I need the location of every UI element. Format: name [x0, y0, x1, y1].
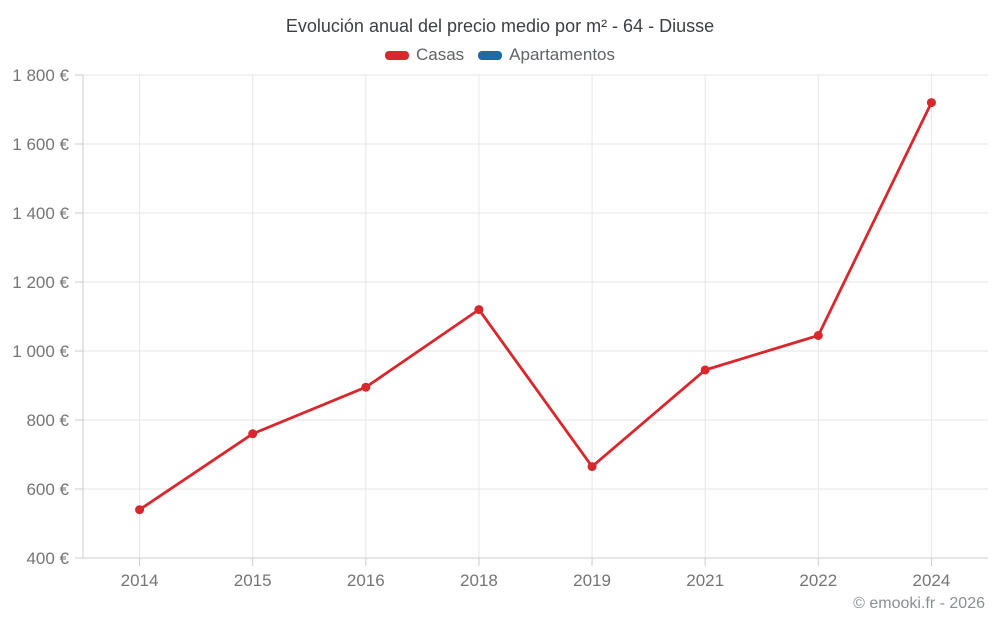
data-point-casas-2024[interactable]: [926, 98, 936, 108]
y-tick-label: 1 400 €: [12, 204, 69, 223]
y-tick-label: 1 000 €: [12, 342, 69, 361]
data-point-casas-2014[interactable]: [135, 505, 145, 515]
casas-swatch-icon: [384, 50, 409, 60]
legend-label-casas: Casas: [415, 45, 465, 64]
x-tick-label: 2015: [234, 571, 272, 590]
watermark: © emooki.fr - 2026: [853, 595, 985, 612]
legend-item-apartamentos[interactable]: Apartamentos: [478, 45, 615, 65]
data-point-casas-2015[interactable]: [248, 429, 258, 439]
x-tick-label: 2016: [347, 571, 385, 590]
y-tick-label: 600 €: [26, 480, 69, 499]
apartamentos-swatch-icon: [478, 50, 503, 60]
x-tick-label: 2014: [121, 571, 159, 590]
y-tick-label: 1 800 €: [12, 66, 69, 85]
y-tick-label: 1 200 €: [12, 273, 69, 292]
data-point-casas-2019[interactable]: [587, 462, 597, 472]
x-tick-label: 2018: [460, 571, 498, 590]
data-point-casas-2022[interactable]: [813, 330, 823, 340]
x-tick-label: 2022: [799, 571, 837, 590]
data-point-casas-2018[interactable]: [474, 305, 484, 315]
y-tick-label: 1 600 €: [12, 135, 69, 154]
x-tick-label: 2024: [913, 571, 951, 590]
data-point-casas-2016[interactable]: [361, 382, 371, 392]
x-tick-label: 2021: [686, 571, 724, 590]
chart-title: Evolución anual del precio medio por m² …: [285, 16, 715, 36]
y-tick-label: 400 €: [26, 549, 69, 568]
data-point-casas-2021[interactable]: [700, 365, 710, 375]
y-tick-label: 800 €: [26, 411, 69, 430]
chart-legend: Casas Apartamentos: [0, 45, 1000, 65]
x-tick-label: 2019: [573, 571, 611, 590]
legend-label-apartamentos: Apartamentos: [509, 45, 616, 64]
series-line-casas: [138, 101, 933, 512]
legend-item-casas[interactable]: Casas: [384, 45, 465, 65]
